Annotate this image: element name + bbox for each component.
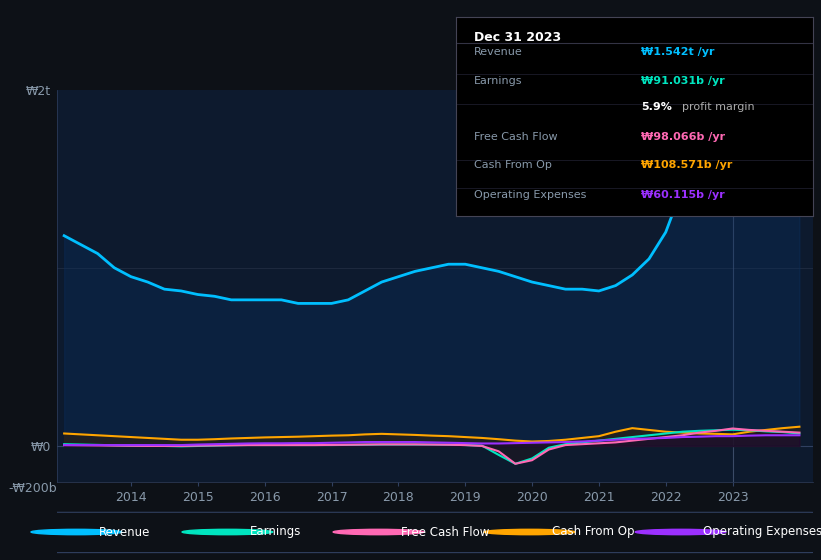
Text: Cash From Op: Cash From Op <box>553 525 635 539</box>
Text: Dec 31 2023: Dec 31 2023 <box>474 31 561 44</box>
Text: Revenue: Revenue <box>474 46 522 57</box>
Text: Free Cash Flow: Free Cash Flow <box>474 132 557 142</box>
Text: Free Cash Flow: Free Cash Flow <box>401 525 489 539</box>
Circle shape <box>333 529 424 535</box>
Text: -₩200b: -₩200b <box>9 482 57 494</box>
Text: ₩98.066b /yr: ₩98.066b /yr <box>641 132 726 142</box>
Text: ₩1.542t /yr: ₩1.542t /yr <box>641 46 715 57</box>
Text: 5.9%: 5.9% <box>641 102 672 113</box>
Circle shape <box>31 529 122 535</box>
Text: ₩60.115b /yr: ₩60.115b /yr <box>641 190 725 200</box>
Circle shape <box>484 529 575 535</box>
Text: Revenue: Revenue <box>99 525 150 539</box>
Text: ₩91.031b /yr: ₩91.031b /yr <box>641 77 725 86</box>
Text: Cash From Op: Cash From Op <box>474 160 552 170</box>
Text: profit margin: profit margin <box>682 102 755 113</box>
Circle shape <box>182 529 273 535</box>
Text: Earnings: Earnings <box>474 77 522 86</box>
Text: Operating Expenses: Operating Expenses <box>704 525 821 539</box>
Text: Operating Expenses: Operating Expenses <box>474 190 586 200</box>
Circle shape <box>635 529 726 535</box>
Text: Earnings: Earnings <box>250 525 301 539</box>
Text: ₩108.571b /yr: ₩108.571b /yr <box>641 160 732 170</box>
